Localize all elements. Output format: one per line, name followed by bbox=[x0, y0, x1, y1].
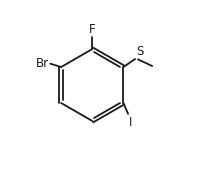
Text: I: I bbox=[129, 116, 132, 129]
Text: Br: Br bbox=[36, 57, 50, 70]
Text: S: S bbox=[136, 45, 143, 58]
Text: F: F bbox=[89, 23, 96, 36]
